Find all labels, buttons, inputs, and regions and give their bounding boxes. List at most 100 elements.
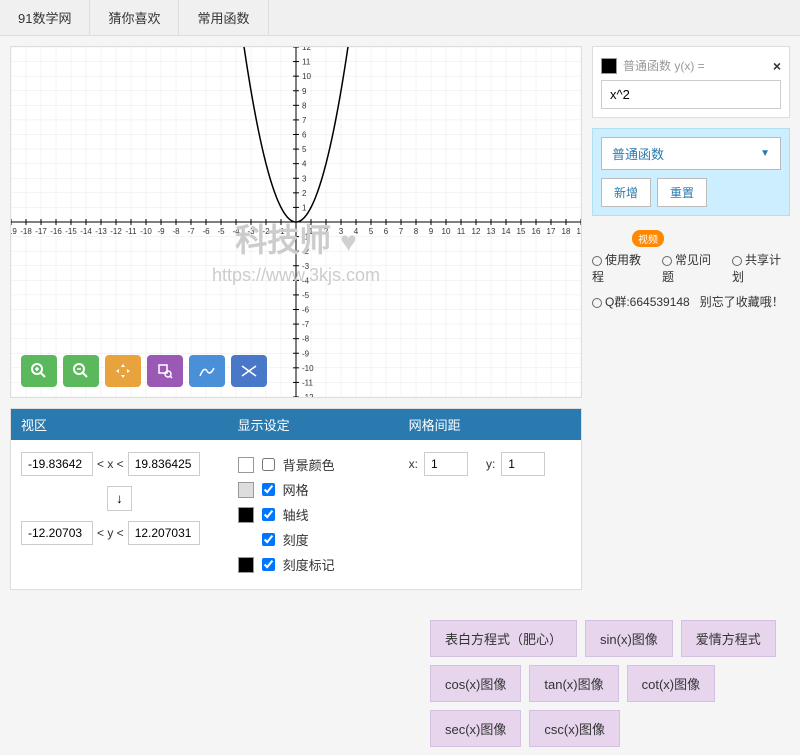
svg-text:-5: -5 [302,291,310,300]
svg-text:6: 6 [302,131,307,140]
svg-text:4: 4 [354,227,359,236]
link-faq[interactable]: 常见问题 [662,251,720,285]
svg-text:-2: -2 [262,227,270,236]
svg-text:-3: -3 [247,227,255,236]
nav-item-home[interactable]: 91数学网 [0,0,90,35]
svg-text:3: 3 [302,174,307,183]
svg-text:17: 17 [547,227,556,236]
svg-text:12: 12 [302,47,311,52]
func-label: 普通函数 y(x) = [623,57,767,74]
trace-button[interactable] [189,355,225,387]
grid-y-input[interactable] [501,452,545,476]
grid-x-input[interactable] [424,452,468,476]
color-swatch[interactable] [238,457,254,473]
preset-button[interactable]: cot(x)图像 [627,665,716,702]
svg-text:1: 1 [309,227,314,236]
svg-text:7: 7 [399,227,404,236]
display-label: 背景颜色 [283,455,335,474]
display-option: 刻度 [238,527,389,552]
lt-y-label: < y < [97,526,124,540]
preset-button[interactable]: csc(x)图像 [529,710,620,747]
intersect-button[interactable] [231,355,267,387]
svg-text:4: 4 [302,160,307,169]
svg-text:15: 15 [517,227,526,236]
grid-y-label: y: [486,457,495,471]
color-swatch[interactable] [238,557,254,573]
svg-text:-14: -14 [80,227,92,236]
svg-text:11: 11 [302,58,311,67]
svg-text:-8: -8 [172,227,180,236]
color-swatch[interactable] [238,507,254,523]
zoom-out-button[interactable] [63,355,99,387]
svg-text:-16: -16 [50,227,62,236]
svg-text:-17: -17 [35,227,47,236]
svg-text:16: 16 [532,227,541,236]
nav-item-likes[interactable]: 猜你喜欢 [90,0,179,35]
close-icon[interactable]: × [773,58,781,74]
reset-button[interactable]: 重置 [657,178,707,207]
links-panel: 视频 使用教程 常见问题 共享计划 Q群:664539148 别忘了收藏哦！ [592,230,790,310]
svg-text:-8: -8 [302,335,310,344]
display-checkbox[interactable] [262,483,275,496]
add-button[interactable]: 新增 [601,178,651,207]
svg-text:-1: -1 [277,227,285,236]
svg-text:-2: -2 [302,247,310,256]
svg-text:-15: -15 [65,227,77,236]
svg-text:-1: -1 [302,233,310,242]
svg-text:9: 9 [302,87,307,96]
link-share[interactable]: 共享计划 [732,251,790,285]
pan-button[interactable] [105,355,141,387]
display-checkbox[interactable] [262,458,275,471]
preset-button[interactable]: cos(x)图像 [430,665,521,702]
dropdown-label: 普通函数 [612,144,664,163]
zoom-in-button[interactable] [21,355,57,387]
svg-text:2: 2 [324,227,329,236]
qq-label: Q群:664539148 [605,295,690,309]
preset-button[interactable]: 表白方程式（肥心） [430,620,577,657]
grid-header: 网格间距 [399,409,581,440]
preset-buttons: 表白方程式（肥心）sin(x)图像爱情方程式 cos(x)图像tan(x)图像co… [430,620,800,747]
nav-item-functions[interactable]: 常用函数 [179,0,268,35]
zoom-box-button[interactable] [147,355,183,387]
svg-text:-6: -6 [302,306,310,315]
display-checkbox[interactable] [262,558,275,571]
svg-text:-7: -7 [302,320,310,329]
color-swatch[interactable] [238,482,254,498]
preset-button[interactable]: sec(x)图像 [430,710,521,747]
func-color-swatch[interactable] [601,58,617,74]
display-option: 背景颜色 [238,452,389,477]
video-badge: 视频 [632,230,664,247]
display-label: 网格 [283,480,309,499]
graph-canvas[interactable]: -19-18-17-16-15-14-13-12-11-10-9-8-7-6-5… [11,47,581,397]
svg-text:-11: -11 [302,378,314,387]
svg-text:12: 12 [472,227,481,236]
display-checkbox[interactable] [262,533,275,546]
function-controls: 普通函数 ▼ 新增 重置 [592,128,790,216]
link-tutorial[interactable]: 使用教程 [592,251,650,285]
svg-text:-11: -11 [126,227,138,236]
svg-text:-12: -12 [302,393,314,397]
function-panel: 普通函数 y(x) = × [592,46,790,118]
preset-button[interactable]: tan(x)图像 [529,665,618,702]
preset-button[interactable]: sin(x)图像 [585,620,673,657]
svg-text:-9: -9 [157,227,165,236]
xmax-input[interactable] [128,452,200,476]
reset-range-button[interactable]: ↓ [107,486,132,511]
chevron-down-icon: ▼ [760,148,770,159]
svg-text:9: 9 [429,227,434,236]
qq-note: 别忘了收藏哦！ [700,295,784,309]
xmin-input[interactable] [21,452,93,476]
graph-toolbar [21,355,267,387]
ymax-input[interactable] [128,521,200,545]
settings-panel: 视区 < x < ↓ < y < [10,408,582,590]
display-label: 刻度 [283,530,309,549]
display-label: 刻度标记 [283,555,335,574]
svg-text:19: 19 [577,227,581,236]
display-checkbox[interactable] [262,508,275,521]
function-type-dropdown[interactable]: 普通函数 ▼ [601,137,781,170]
graph-panel: -19-18-17-16-15-14-13-12-11-10-9-8-7-6-5… [10,46,582,398]
ymin-input[interactable] [21,521,93,545]
preset-button[interactable]: 爱情方程式 [681,620,776,657]
svg-text:-12: -12 [110,227,122,236]
function-input[interactable] [601,80,781,109]
